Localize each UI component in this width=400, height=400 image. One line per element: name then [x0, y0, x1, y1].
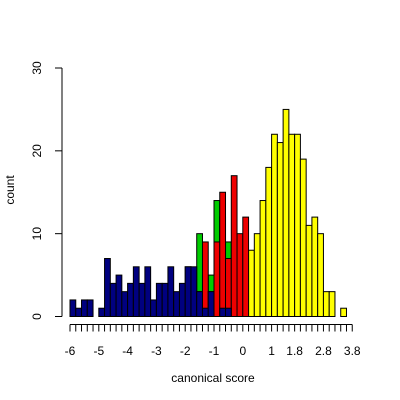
histogram-bar [109, 282, 117, 318]
x-tick-label: -4 [122, 344, 133, 358]
histogram-bar [265, 166, 273, 317]
histogram-bars [69, 108, 347, 318]
histogram-bar [305, 224, 313, 317]
x-axis-title: canonical score [171, 371, 255, 385]
histogram-bar [213, 241, 221, 317]
y-tick-label: 10 [30, 227, 44, 241]
x-tick-label: -6 [65, 344, 76, 358]
histogram-bar [294, 133, 301, 317]
histogram-bar [178, 282, 186, 318]
histogram-bar [173, 291, 180, 317]
x-tick-label: -2 [180, 344, 191, 358]
y-tick-label: 0 [30, 313, 44, 320]
histogram-bar [340, 307, 347, 318]
x-tick-label: 2.8 [315, 344, 332, 358]
histogram-bar [248, 249, 255, 318]
histogram-bar [242, 216, 250, 318]
histogram-bar [311, 216, 319, 318]
x-tick-label: 0 [239, 344, 246, 358]
histogram-bar [161, 282, 169, 318]
x-tick-label: -1 [209, 344, 220, 358]
histogram-bar [253, 233, 261, 318]
histogram-bar [288, 133, 296, 317]
histogram-bar [75, 307, 83, 318]
histogram-bar [271, 133, 278, 317]
histogram-bar [230, 175, 238, 317]
histogram-bar [104, 258, 111, 317]
histogram-bar [115, 274, 123, 318]
x-tick-label: -3 [151, 344, 162, 358]
histogram-bar [86, 299, 94, 317]
histogram-bar [167, 266, 175, 317]
histogram-bar [299, 158, 307, 317]
histogram-bar [225, 307, 232, 318]
histogram-bar [98, 307, 106, 318]
histogram-bar [317, 233, 324, 318]
histogram-bar [282, 108, 290, 317]
x-tick-label: 3.8 [344, 344, 361, 358]
histogram-bar [69, 299, 77, 317]
histogram-bar [236, 233, 244, 318]
histogram-bar [81, 299, 88, 317]
histogram-bar [259, 200, 267, 318]
x-tick-label: 1.8 [286, 344, 303, 358]
histogram-bar [322, 291, 330, 317]
y-tick-label: 20 [30, 144, 44, 158]
x-tick-label: -5 [93, 344, 104, 358]
x-tick-label: 1 [268, 344, 275, 358]
y-axis: 0 10 20 30 [30, 61, 63, 320]
histogram-bar [127, 282, 134, 318]
histogram-bar [184, 266, 192, 317]
histogram-bar [196, 291, 203, 317]
x-axis: -6 -5 -4 -3 -2 -1 0 1 1.8 2.8 3.8 [65, 324, 361, 358]
histogram-bar [155, 282, 163, 318]
histogram-bar [201, 307, 209, 318]
y-tick-label: 30 [30, 61, 44, 75]
histogram-bar [276, 142, 284, 317]
histogram-bar [132, 266, 140, 317]
histogram-bar [121, 291, 129, 317]
y-axis-title: count [3, 175, 17, 205]
histogram-bar [201, 241, 209, 317]
histogram-bar [328, 291, 336, 317]
histogram-bar [219, 307, 227, 318]
histogram-bar [219, 191, 227, 317]
histogram-bar [150, 299, 157, 317]
histogram-bar [207, 291, 215, 317]
histogram-bar [144, 266, 152, 317]
histogram-bar [190, 266, 198, 317]
histogram-bar [138, 282, 146, 318]
